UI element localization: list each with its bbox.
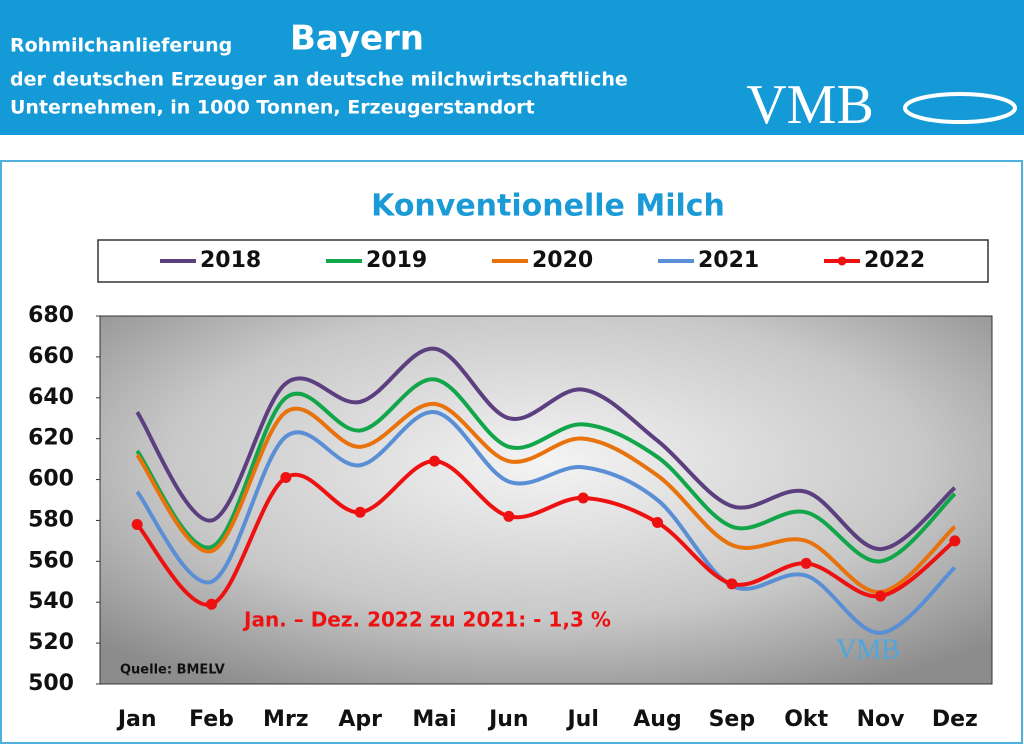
legend-marker	[837, 256, 847, 266]
header-title: Rohmilchanlieferung	[10, 35, 232, 57]
series-line	[135, 346, 957, 552]
point	[726, 578, 738, 590]
source: Quelle: BMELV	[120, 663, 225, 678]
y-tick-label: 680	[28, 303, 74, 328]
point	[280, 472, 292, 484]
point	[875, 590, 886, 602]
annotation: Jan. – Dez. 2022 zu 2021: - 1,3 %	[242, 608, 611, 632]
x-tick-label: Jun	[487, 707, 529, 732]
point	[949, 535, 961, 547]
header-region: Bayern	[290, 19, 424, 59]
plot-logo: VMB	[836, 634, 900, 665]
legend-label: 2020	[532, 248, 593, 273]
point	[652, 516, 663, 528]
y-tick-label: 600	[28, 467, 74, 492]
header-subtitle: Unternehmen, in 1000 Tonnen, Erzeugersta…	[10, 97, 535, 119]
legend-label: 2022	[864, 248, 925, 273]
point	[503, 510, 515, 522]
point	[206, 598, 217, 610]
header-subtitle: der deutschen Erzeuger an deutsche milch…	[10, 69, 628, 91]
series-line	[135, 377, 957, 564]
point	[429, 455, 440, 467]
x-tick-label: Feb	[189, 707, 234, 732]
y-tick-label: 640	[28, 385, 74, 410]
plot-area	[99, 315, 993, 685]
logo-swirl	[903, 92, 1017, 124]
x-tick-label: Mai	[412, 707, 456, 732]
point	[354, 506, 366, 518]
x-tick-label: Aug	[633, 707, 681, 732]
y-tick-label: 560	[28, 548, 74, 573]
y-tick-label: 620	[28, 426, 74, 451]
point	[800, 557, 812, 569]
y-tick-label: 660	[28, 344, 74, 369]
series-line	[135, 401, 957, 595]
x-tick-label: Jul	[565, 707, 598, 732]
logo: VMB	[746, 74, 874, 136]
y-tick-label: 500	[28, 671, 74, 696]
series-line	[135, 410, 957, 635]
x-tick-label: Sep	[709, 707, 756, 732]
y-tick-label: 540	[28, 589, 74, 614]
y-tick-label: 580	[28, 507, 74, 532]
header-band	[0, 0, 1024, 135]
legend-label: 2019	[366, 248, 427, 273]
point	[577, 492, 589, 504]
x-tick-label: Okt	[784, 707, 828, 732]
chart-title: Konventionelle Milch	[371, 189, 725, 224]
x-tick-label: Nov	[857, 707, 906, 732]
point	[131, 519, 143, 531]
x-tick-label: Apr	[338, 707, 382, 732]
legend-label: 2021	[698, 248, 759, 273]
x-tick-label: Jan	[116, 707, 157, 732]
y-tick-label: 520	[28, 630, 74, 655]
x-tick-label: Dez	[932, 707, 978, 732]
legend-label: 2018	[200, 248, 261, 273]
frame	[0, 160, 1023, 744]
x-tick-label: Mrz	[263, 707, 309, 732]
